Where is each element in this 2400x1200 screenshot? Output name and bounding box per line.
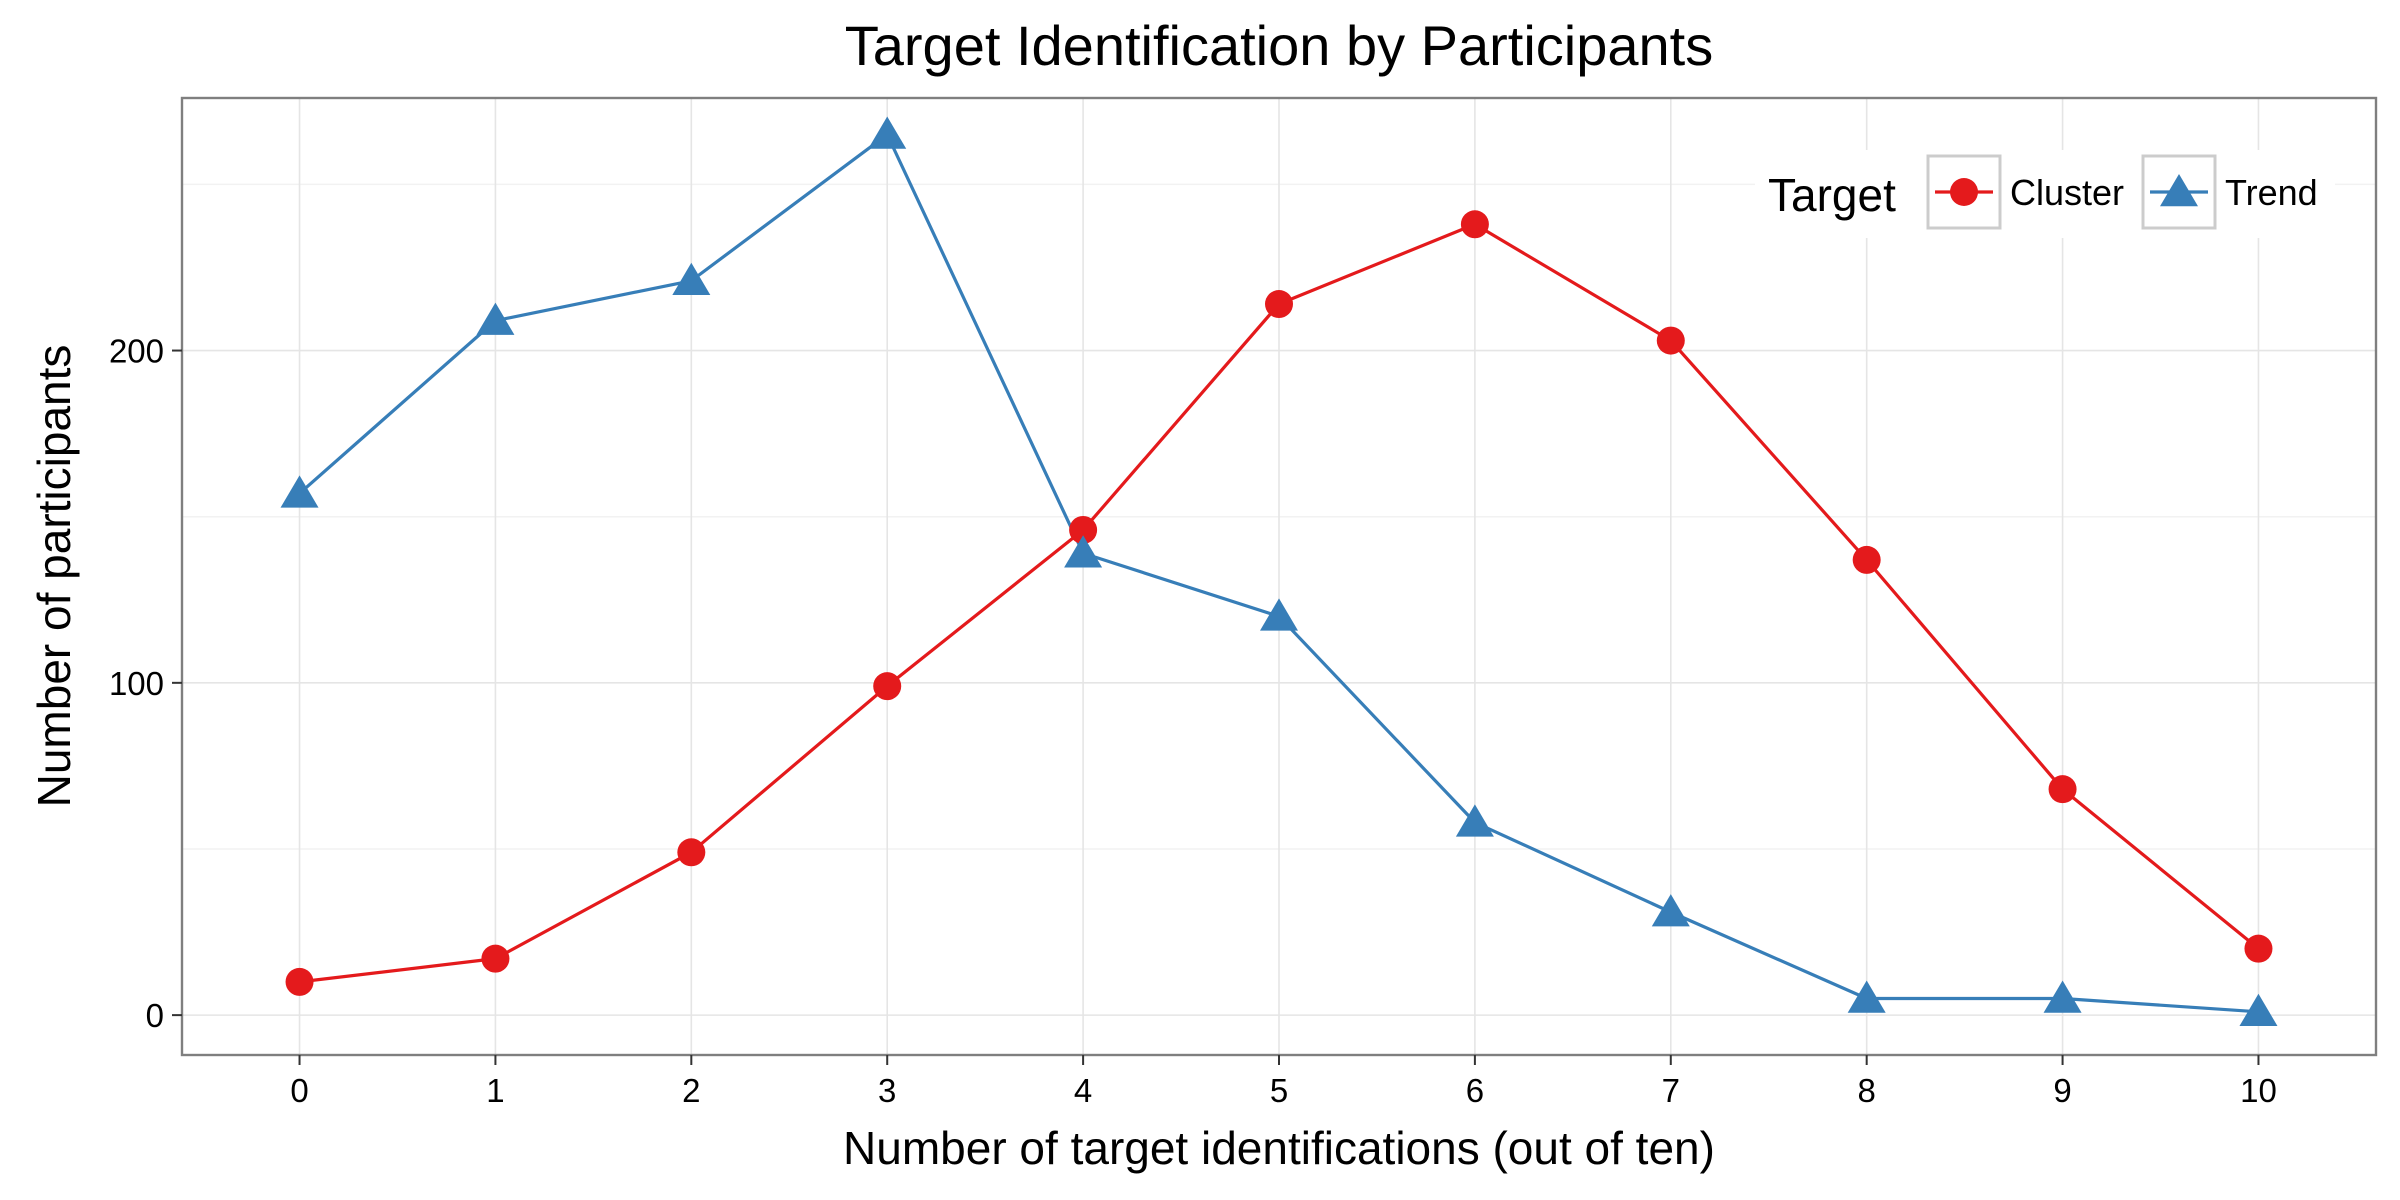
trend-point bbox=[1455, 804, 1494, 837]
cluster-point bbox=[677, 838, 706, 867]
x-tick-label: 3 bbox=[878, 1072, 896, 1109]
y-axis-tick-labels: 0 100 200 bbox=[109, 333, 164, 1035]
trend-point bbox=[1064, 535, 1103, 568]
cluster-point bbox=[2048, 775, 2077, 804]
y-axis-title: Number of participants bbox=[28, 345, 80, 808]
x-tick-label: 6 bbox=[1466, 1072, 1484, 1109]
trend-point bbox=[1651, 894, 1690, 927]
x-tick-label: 2 bbox=[682, 1072, 700, 1109]
cluster-point bbox=[1265, 290, 1293, 319]
legend-label-trend: Trend bbox=[2225, 172, 2318, 213]
major-gridlines bbox=[182, 98, 2376, 1055]
trend-point bbox=[280, 475, 319, 508]
legend-label-cluster: Cluster bbox=[2010, 172, 2124, 213]
x-tick-label: 9 bbox=[2053, 1072, 2071, 1109]
cluster-point bbox=[481, 944, 510, 973]
x-tick-label: 8 bbox=[1857, 1072, 1875, 1109]
trend-point bbox=[1260, 598, 1298, 631]
cluster-point bbox=[285, 967, 314, 996]
x-tick-label: 4 bbox=[1074, 1072, 1092, 1109]
legend-marker-cluster bbox=[1950, 178, 1978, 206]
y-tick-label: 100 bbox=[109, 665, 164, 702]
trend-point bbox=[2043, 980, 2082, 1013]
x-axis-tick-labels: 0 1 2 3 4 5 6 7 8 9 10 bbox=[290, 1072, 2276, 1109]
legend: Target Cluster Trend bbox=[1755, 150, 2335, 238]
trend-point bbox=[2239, 993, 2278, 1027]
x-axis-title: Number of target identifications (out of… bbox=[843, 1122, 1715, 1174]
trend-point bbox=[672, 262, 711, 296]
trend-point bbox=[868, 116, 907, 149]
x-tick-label: 1 bbox=[486, 1072, 504, 1109]
legend-background bbox=[1755, 150, 2335, 238]
x-tick-label: 7 bbox=[1662, 1072, 1680, 1109]
cluster-point bbox=[873, 672, 902, 701]
x-tick-label: 5 bbox=[1270, 1072, 1288, 1109]
series-markers bbox=[280, 116, 2278, 1027]
axis-ticks bbox=[172, 349, 2260, 1065]
chart-title: Target Identification by Participants bbox=[845, 14, 1713, 77]
cluster-point bbox=[2244, 934, 2273, 963]
legend-items: Cluster Trend bbox=[1926, 154, 2318, 230]
y-tick-label: 200 bbox=[109, 333, 164, 370]
trend-point bbox=[1847, 980, 1886, 1013]
x-tick-label: 10 bbox=[2240, 1072, 2277, 1109]
cluster-point bbox=[1656, 326, 1685, 355]
y-tick-label: 0 bbox=[146, 997, 164, 1034]
x-tick-label: 0 bbox=[290, 1072, 308, 1109]
cluster-point bbox=[1460, 210, 1489, 239]
cluster-point bbox=[1852, 545, 1881, 574]
legend-title: Target bbox=[1768, 169, 1896, 221]
cluster-point bbox=[1069, 515, 1098, 544]
trend-point bbox=[476, 302, 515, 335]
legend-marker-trend bbox=[2160, 173, 2198, 207]
